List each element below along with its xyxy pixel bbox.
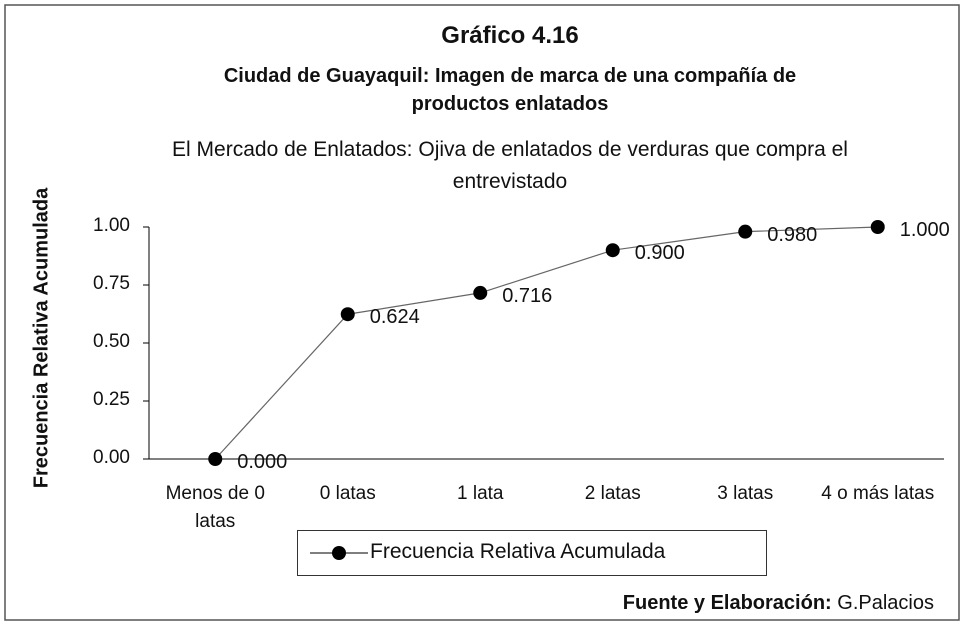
chart-title: Gráfico 4.16	[441, 22, 579, 49]
value-label: 0.000	[237, 451, 288, 473]
x-tick-label: Menos de 0 latas	[165, 483, 265, 532]
frame	[4, 4, 960, 621]
y-axis-label: Frecuencia Relativa Acumulada	[30, 187, 53, 489]
value-label: 0.624	[369, 306, 420, 329]
legend-marker	[332, 546, 346, 560]
y-tick-label: 0.00	[93, 447, 130, 468]
chart-subtitle: El Mercado de Enlatados: Ojiva de enlata…	[172, 138, 848, 193]
series-line	[214, 226, 878, 460]
legend-label: Frecuencia Relativa Acumulada	[370, 540, 666, 563]
value-label: 0.980	[767, 223, 818, 246]
y-tick-label: 0.25	[93, 389, 130, 410]
y-tick-label: 0.50	[93, 331, 130, 352]
y-tick-label: 1.00	[93, 215, 130, 236]
chart-title2: Ciudad de Guayaquil: Imagen de marca de …	[223, 65, 797, 115]
legend	[297, 530, 767, 576]
marker	[208, 452, 223, 466]
value-label: 0.900	[634, 242, 685, 265]
marker	[738, 224, 753, 239]
value-label: 0.716	[502, 284, 553, 307]
marker	[870, 220, 885, 234]
x-tick-label: 2 latas	[584, 483, 641, 504]
x-tick-label: 1 lata	[457, 483, 504, 504]
source-text: G.Palacios	[837, 592, 934, 614]
y-tick-label: 0.75	[93, 273, 130, 294]
marker	[605, 243, 620, 258]
source: Fuente y Elaboración: G.Palacios	[623, 592, 934, 615]
value-label: 1.000	[899, 219, 950, 241]
marker	[340, 307, 355, 322]
marker	[473, 285, 488, 300]
source-label: Fuente y Elaboración:	[622, 592, 832, 614]
x-tick-label: 3 latas	[717, 483, 774, 504]
x-tick-label: 0 latas	[319, 483, 376, 504]
x-tick-label: 4 o más latas	[821, 483, 935, 504]
